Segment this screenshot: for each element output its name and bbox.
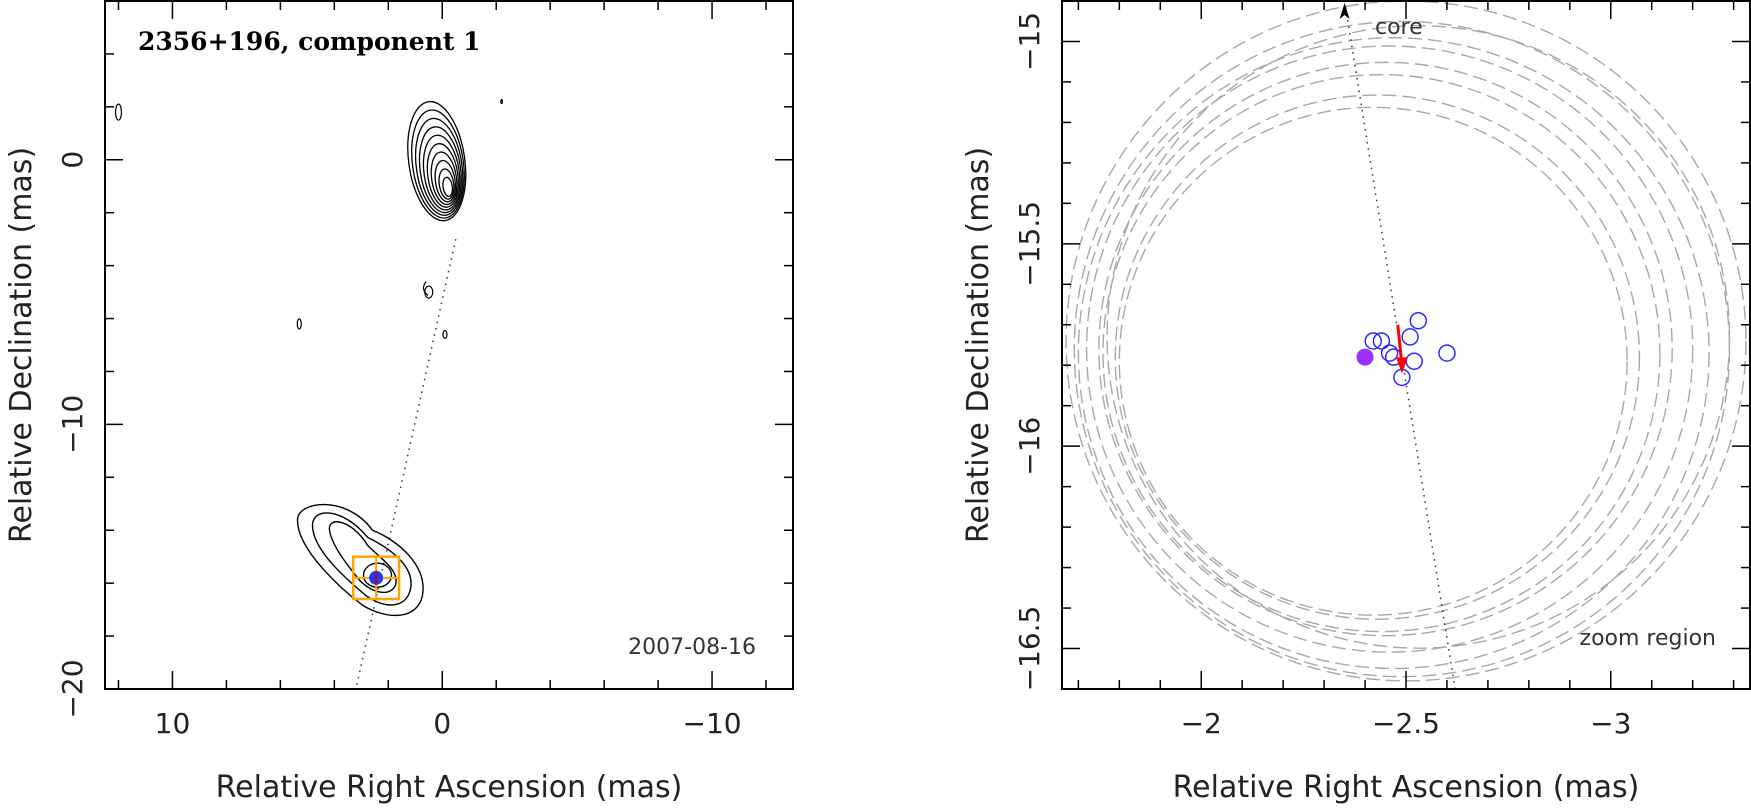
- uncertainty-circle: [1073, 20, 1731, 678]
- noise-contour: [296, 318, 302, 330]
- x-tick-label: 0: [433, 707, 451, 740]
- left-y-axis-title: Relative Declination (mas): [4, 147, 39, 543]
- noise-contour: [114, 103, 123, 121]
- left-panel-title: 2356+196, component 1: [138, 27, 481, 56]
- core-contour: [411, 109, 465, 219]
- uncertainty-circle: [1098, 61, 1673, 637]
- uncertainty-circle: [1118, 106, 1628, 616]
- left-epoch-label: 2007-08-16: [628, 635, 756, 660]
- right-x-axis-title: Relative Right Ascension (mas): [1173, 770, 1640, 805]
- core-contour: [407, 100, 467, 222]
- noise-contour: [422, 281, 429, 296]
- epoch-position-point: [1364, 332, 1382, 350]
- component-contour: [311, 512, 412, 606]
- uncertainty-circle: [1106, 24, 1731, 649]
- left-x-axis-title: Relative Right Ascension (mas): [216, 770, 683, 805]
- left-plot-frame: [104, 0, 794, 690]
- core-direction-arrowhead: [1339, 3, 1350, 19]
- jet-direction-line: [355, 238, 457, 690]
- noise-contour: [424, 285, 434, 299]
- uncertainty-circle: [1065, 1, 1747, 682]
- epoch-position-point: [1372, 332, 1391, 350]
- y-tick-label: −15: [1013, 12, 1046, 71]
- right-axis-ticks: −2 −2.5 −3 −15 −15.5 −16 −16.5: [1013, 0, 1750, 740]
- y-tick-label: 0: [56, 151, 89, 169]
- y-tick-label: −10: [56, 395, 89, 454]
- component-contour: [328, 521, 397, 594]
- core-contour: [434, 159, 457, 203]
- epoch-position-point: [1438, 344, 1456, 362]
- right-zoom-label: zoom region: [1580, 626, 1716, 651]
- uncertainty-circle: [1114, 94, 1641, 620]
- uncertainty-circle: [1085, 45, 1694, 653]
- x-tick-label: −10: [683, 707, 742, 740]
- component-contour: [296, 503, 424, 617]
- right-panel: −2 −2.5 −3 −15 −15.5 −16 −16.5 core zoom regio…: [961, 0, 1751, 805]
- epoch-position-point: [1380, 344, 1399, 362]
- core-contour: [418, 126, 462, 214]
- x-tick-label: 10: [155, 707, 191, 740]
- core-contour: [426, 143, 459, 208]
- core-contour: [422, 134, 461, 211]
- left-panel: 10 0 −10 0 −10 −20 2356+196, component 1 2007…: [4, 0, 794, 805]
- epoch-position-point: [1405, 352, 1423, 370]
- left-axis-ticks: 10 0 −10 0 −10 −20: [56, 1, 793, 740]
- reference-epoch-point: [1356, 348, 1374, 366]
- right-plot-area: [1065, 1, 1747, 689]
- core-contour: [414, 117, 464, 216]
- uncertainty-circle: [1102, 73, 1661, 633]
- core-contour: [430, 151, 458, 206]
- y-tick-label: −16.5: [1013, 606, 1046, 692]
- right-plot-frame: [1061, 0, 1751, 690]
- core-contour: [442, 176, 454, 198]
- epoch-position-point: [1401, 328, 1419, 346]
- y-tick-label: −16: [1013, 417, 1046, 476]
- y-tick-label: −20: [56, 659, 89, 718]
- x-tick-label: −3: [1590, 707, 1631, 740]
- right-core-label: core: [1375, 15, 1423, 40]
- component-contour: [362, 562, 393, 588]
- x-tick-label: −2.5: [1372, 707, 1440, 740]
- uncertainty-circle: [1077, 37, 1710, 670]
- epoch-position-point: [1409, 311, 1428, 330]
- noise-contour: [500, 98, 504, 105]
- noise-contour: [442, 329, 448, 340]
- velocity-arrowhead: [1395, 357, 1408, 374]
- x-tick-label: −2: [1181, 707, 1222, 740]
- y-tick-label: −15.5: [1013, 201, 1046, 287]
- core-contour: [438, 168, 455, 200]
- left-plot-area: [114, 98, 504, 690]
- right-y-axis-title: Relative Declination (mas): [961, 147, 996, 543]
